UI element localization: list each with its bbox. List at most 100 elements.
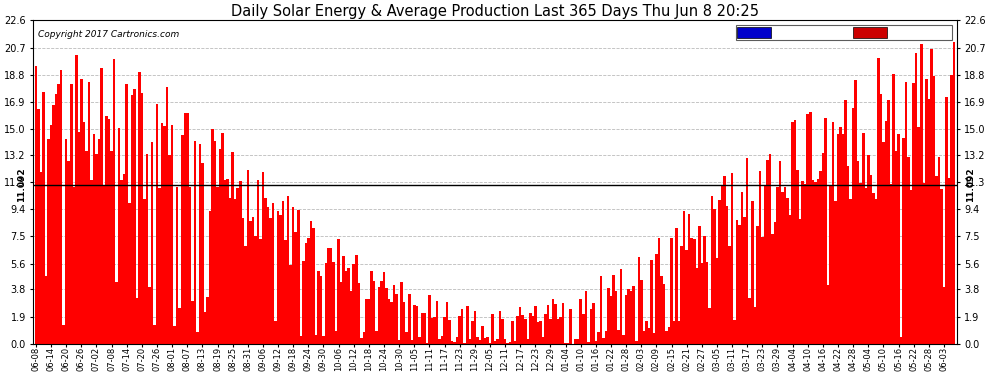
Bar: [496, 339, 499, 344]
Bar: [436, 302, 439, 344]
Bar: [499, 311, 501, 344]
Bar: [468, 339, 471, 344]
Bar: [62, 325, 65, 344]
Bar: [322, 336, 325, 344]
Bar: [400, 282, 403, 344]
Bar: [779, 161, 781, 344]
Bar: [713, 209, 716, 344]
Bar: [237, 188, 239, 344]
Bar: [166, 87, 168, 344]
Bar: [431, 318, 434, 344]
Bar: [690, 238, 693, 344]
Bar: [857, 161, 859, 344]
Bar: [514, 341, 517, 344]
Bar: [862, 133, 864, 344]
Bar: [491, 314, 494, 344]
Bar: [564, 343, 567, 344]
Bar: [799, 219, 802, 344]
Bar: [478, 340, 481, 344]
Bar: [524, 319, 527, 344]
Bar: [90, 180, 93, 344]
Bar: [849, 199, 852, 344]
Bar: [668, 327, 670, 344]
Bar: [473, 310, 476, 344]
Bar: [463, 343, 466, 344]
Bar: [683, 211, 685, 344]
Bar: [398, 340, 400, 344]
Bar: [910, 190, 913, 344]
Bar: [756, 226, 758, 344]
Bar: [380, 281, 383, 344]
Bar: [77, 132, 80, 344]
Bar: [163, 126, 166, 344]
Bar: [362, 332, 365, 344]
Legend: Average  (kWh), Daily  (kWh): Average (kWh), Daily (kWh): [736, 25, 951, 40]
Bar: [620, 268, 623, 344]
Bar: [630, 291, 633, 344]
Bar: [408, 294, 411, 344]
Bar: [196, 332, 199, 344]
Bar: [178, 308, 181, 344]
Bar: [837, 134, 840, 344]
Bar: [35, 66, 38, 344]
Bar: [335, 331, 338, 344]
Bar: [736, 220, 739, 344]
Bar: [153, 325, 155, 344]
Bar: [232, 152, 234, 344]
Bar: [439, 339, 441, 344]
Bar: [900, 337, 902, 344]
Bar: [766, 160, 768, 344]
Bar: [453, 342, 456, 344]
Bar: [905, 81, 908, 344]
Bar: [832, 123, 835, 344]
Bar: [333, 262, 335, 344]
Bar: [729, 246, 731, 344]
Bar: [519, 307, 522, 344]
Bar: [113, 59, 116, 344]
Bar: [133, 89, 136, 344]
Bar: [209, 210, 211, 344]
Bar: [650, 260, 652, 344]
Bar: [925, 80, 928, 344]
Bar: [406, 332, 408, 344]
Bar: [224, 180, 227, 344]
Bar: [804, 184, 807, 344]
Bar: [239, 182, 242, 344]
Bar: [338, 239, 340, 344]
Bar: [791, 122, 794, 344]
Bar: [890, 184, 892, 344]
Bar: [872, 193, 874, 344]
Bar: [227, 179, 229, 344]
Bar: [247, 171, 249, 344]
Bar: [542, 338, 545, 344]
Bar: [194, 141, 196, 344]
Text: Copyright 2017 Cartronics.com: Copyright 2017 Cartronics.com: [38, 30, 179, 39]
Bar: [807, 114, 809, 344]
Bar: [57, 84, 60, 344]
Bar: [176, 187, 178, 344]
Bar: [789, 215, 791, 344]
Bar: [655, 254, 657, 344]
Bar: [600, 276, 602, 344]
Bar: [842, 134, 844, 344]
Bar: [82, 122, 85, 344]
Bar: [274, 321, 277, 344]
Bar: [602, 338, 605, 344]
Bar: [846, 166, 849, 344]
Bar: [385, 288, 388, 344]
Bar: [840, 127, 842, 344]
Bar: [726, 206, 729, 344]
Bar: [887, 100, 890, 344]
Bar: [434, 317, 436, 344]
Bar: [85, 151, 88, 344]
Bar: [204, 312, 206, 344]
Bar: [824, 118, 827, 344]
Bar: [234, 199, 237, 344]
Bar: [131, 94, 133, 344]
Bar: [724, 176, 726, 344]
Bar: [745, 159, 748, 344]
Bar: [181, 135, 183, 344]
Bar: [819, 171, 822, 344]
Bar: [794, 120, 796, 344]
Bar: [628, 290, 630, 344]
